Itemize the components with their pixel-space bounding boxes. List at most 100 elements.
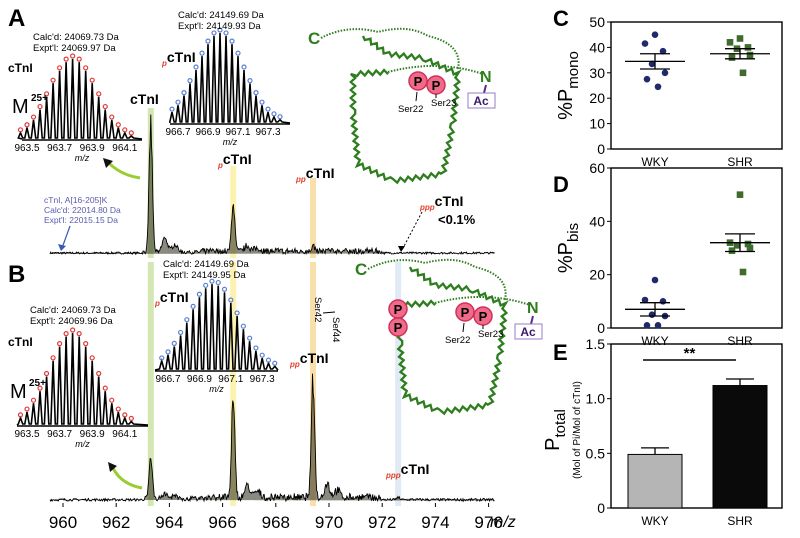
protein-backbone xyxy=(349,35,462,185)
theoretical-marker xyxy=(181,90,187,96)
data-point-wky xyxy=(661,69,669,77)
site-label: Ser23 xyxy=(431,98,456,109)
x-tick-label: 974 xyxy=(421,513,449,532)
theoretical-marker xyxy=(109,114,115,120)
n-terminus-label: N xyxy=(480,69,492,86)
ctni-diagram: C N Ac P P Ser22 Ser23 xyxy=(308,27,496,185)
phosphate-label: P xyxy=(414,74,423,89)
inset-xlabel: m/z xyxy=(209,384,224,394)
theoretical-marker xyxy=(24,122,30,128)
calc-mass: Calc'd: 24149.69 Da xyxy=(163,259,250,270)
panel-d: 0 20 40 60 WKY SHR %Pbis xyxy=(555,160,783,348)
theoretical-marker xyxy=(165,349,171,355)
phosphate-circle xyxy=(455,302,475,322)
panel-e: 0 0.5 1.0 1.5 WKY SHR Ptotal (Mol of Pi/Mol of … xyxy=(542,336,783,528)
theoretical-marker xyxy=(241,64,247,70)
theoretical-marker xyxy=(272,360,278,366)
phosphate-circle xyxy=(408,71,428,91)
acetyl-label: Ac xyxy=(520,325,536,339)
acetyl-link xyxy=(483,84,487,94)
inset-tick-label: 967.1 xyxy=(225,127,250,138)
theoretical-marker xyxy=(240,323,246,329)
x-tick-label: 972 xyxy=(368,513,396,532)
x-tick-label: WKY xyxy=(641,155,668,169)
theoretical-marker xyxy=(228,297,234,303)
data-point-wky xyxy=(651,276,659,284)
peak-label-pppctni: pppcTnI xyxy=(385,461,429,480)
theoretical-marker xyxy=(190,303,196,309)
data-point-wky xyxy=(659,47,667,55)
theoretical-marker xyxy=(259,99,265,105)
x-axis-label: m/z xyxy=(490,514,516,531)
x-tick-label: 962 xyxy=(102,513,130,532)
spectrum-b: ppcTnI pppcTnI 960 962 964 966 968 970 972 974 976… xyxy=(49,350,516,532)
acetyl-box xyxy=(514,323,543,340)
theoretical-marker xyxy=(17,127,24,133)
inset-tick-label: 963.7 xyxy=(47,429,72,440)
data-point-shr xyxy=(746,51,754,59)
inset-tick-label: 963.7 xyxy=(47,143,72,154)
arrow-head xyxy=(398,246,405,252)
theoretical-marker xyxy=(115,122,121,128)
theoretical-marker xyxy=(229,38,235,44)
theoretical-marker xyxy=(37,103,43,110)
theoretical-marker xyxy=(209,278,215,284)
data-point-wky xyxy=(654,83,662,91)
y-tick-label: 20 xyxy=(589,267,605,283)
data-point-shr xyxy=(736,191,744,198)
x-tick-label: WKY xyxy=(641,514,668,528)
expt-mass: Expt'l: 24069.97 Da xyxy=(33,43,116,54)
theoretical-marker xyxy=(265,106,271,112)
phosphate-label: P xyxy=(432,78,441,93)
theoretical-marker xyxy=(215,279,221,286)
theoretical-marker xyxy=(203,282,209,288)
theoretical-marker xyxy=(234,310,240,316)
data-point-shr xyxy=(733,242,741,249)
theoretical-marker xyxy=(171,340,177,346)
c-terminus-label: C xyxy=(355,260,367,279)
peak-label-pctni: pcTnI xyxy=(217,151,252,170)
inset-tick-label: 967.3 xyxy=(250,374,275,385)
band-b-3 xyxy=(395,262,402,506)
inset-tick-label: 963.5 xyxy=(14,143,39,154)
isotope-insets: 963.5 963.7 963.9 964.1 m/z Calc'd: 24069.73 … xyxy=(8,10,291,449)
inset-tick-label: 966.9 xyxy=(187,374,212,385)
theoretical-marker xyxy=(128,130,134,136)
theoretical-marker xyxy=(56,341,63,347)
acetyl-label: Ac xyxy=(473,94,489,108)
theoretical-marker xyxy=(211,30,217,36)
x-tick-label: 976 xyxy=(474,513,502,532)
theoretical-marker xyxy=(175,99,181,105)
inset-tick-label: 967.1 xyxy=(218,374,243,385)
green-curved-arrow xyxy=(110,465,143,490)
phosphate-label: P xyxy=(394,320,403,335)
theoretical-marker xyxy=(37,385,43,391)
data-point-shr xyxy=(739,69,747,77)
theoretical-marker xyxy=(122,127,128,133)
data-point-shr xyxy=(728,54,736,61)
data-point-wky xyxy=(641,296,649,304)
blue-arrow-head xyxy=(58,244,66,251)
green-arrow-head xyxy=(103,158,113,168)
y-tick-label: 1.0 xyxy=(586,391,606,407)
isotope-peaks xyxy=(17,58,143,140)
peak-label-ppctni: ppcTnI xyxy=(295,165,335,184)
x-tick-label: WKY xyxy=(641,334,668,348)
theoretical-marker xyxy=(259,352,265,358)
c-tail xyxy=(367,258,507,301)
plot-frame xyxy=(610,343,783,509)
theoretical-marker xyxy=(253,345,259,351)
x-tick-label: 964 xyxy=(155,513,183,532)
plot-frame xyxy=(610,21,783,150)
theoretical-marker xyxy=(159,355,165,361)
theoretical-marker xyxy=(24,406,30,412)
theoretical-marker xyxy=(196,291,202,297)
protein-backbone xyxy=(396,266,509,416)
theoretical-marker xyxy=(271,111,277,117)
theoretical-marker xyxy=(187,78,193,84)
data-point-wky xyxy=(648,60,656,68)
n-terminus-label: N xyxy=(527,300,539,317)
panel-label-a: A xyxy=(8,5,25,32)
